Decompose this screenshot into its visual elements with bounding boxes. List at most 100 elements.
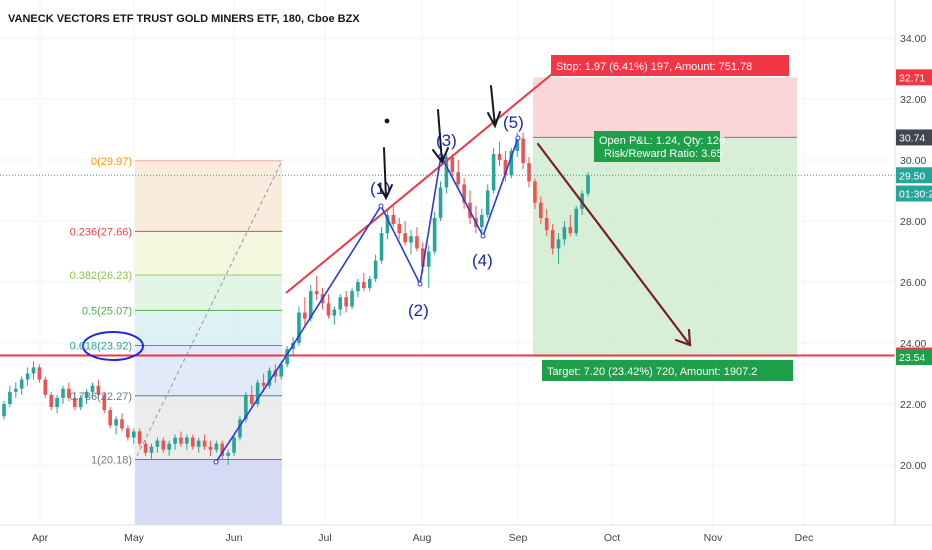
price-box	[896, 167, 932, 184]
candlestick-series	[2, 132, 590, 465]
target-label: Target: 7.20 (23.42%) 720, Amount: 1907.…	[547, 366, 757, 378]
candle-body	[255, 382, 260, 404]
candle-body	[367, 278, 372, 289]
fib-level-label: 0.5(25.07)	[82, 305, 132, 317]
candle-body	[126, 428, 130, 438]
time-tick-label: May	[124, 532, 145, 544]
stop-label: Stop: 1.97 (6.41%) 197, Amount: 751.78	[556, 61, 752, 73]
time-tick-label: Jul	[318, 532, 331, 544]
price-tick-label: 30.00	[900, 155, 926, 167]
pnl-label-bg	[594, 131, 720, 162]
time-tick-label: Aug	[413, 532, 432, 544]
wave-point	[213, 459, 219, 465]
candle-body	[308, 291, 313, 319]
price-tick-label: 34.00	[900, 33, 926, 45]
candle-body	[350, 291, 354, 307]
candle-body	[232, 437, 236, 453]
fib-retracement[interactable]	[135, 160, 282, 525]
candle-body	[149, 446, 154, 453]
wave-point	[378, 203, 384, 209]
candle-body	[161, 440, 166, 450]
wave-label-2: (2)	[408, 301, 429, 320]
candle-body	[332, 309, 337, 316]
fib-level-label: 0.382(26.23)	[70, 270, 132, 282]
wave-point	[480, 233, 486, 239]
fib-level-label: 0.786(22.27)	[70, 391, 132, 403]
candle-body	[456, 172, 461, 185]
price-axis[interactable]: 20.00 22.00 24.00 26.00 28.00 30.00 32.00 34.00…	[894, 0, 932, 525]
candle-body	[167, 443, 171, 450]
candle-body	[72, 397, 77, 408]
candle-body	[539, 202, 543, 218]
candle-body	[214, 443, 219, 450]
pnl-label: Open P&L: 1.24, Qty: 126	[599, 135, 725, 147]
fib-level-label: 0.236(27.66)	[70, 226, 132, 238]
fib-level-label: 0(29.97)	[91, 156, 132, 168]
candle-body	[586, 175, 590, 194]
candle-body	[90, 385, 95, 392]
candle-body	[67, 388, 71, 398]
wave-point	[515, 135, 521, 141]
candle-body	[25, 373, 30, 380]
fib-level-label: 1(20.18)	[91, 455, 132, 467]
time-tick-label: Dec	[795, 532, 814, 544]
dot-mark	[384, 118, 390, 124]
price-tick-label: 24.00	[900, 338, 926, 350]
fib-trend-line[interactable]	[136, 160, 283, 457]
candle-body	[208, 446, 213, 450]
price-box	[896, 69, 932, 86]
time-tick-label: Nov	[704, 532, 723, 544]
candle-body	[438, 187, 443, 218]
stop-zone	[533, 77, 797, 138]
candle-body	[249, 394, 254, 404]
candle-body	[314, 291, 319, 295]
candle-body	[13, 388, 18, 392]
price-box-label: 30.74	[899, 132, 925, 144]
candle-body	[556, 239, 561, 249]
candle-body	[61, 388, 65, 398]
candle-body	[491, 153, 496, 191]
stop-label-bg	[551, 55, 789, 76]
candle-body	[497, 153, 502, 160]
candle-body	[450, 156, 455, 173]
short-position-tool[interactable]	[533, 77, 797, 358]
candle-body	[485, 190, 490, 215]
candle-body	[49, 394, 53, 408]
candle-body	[297, 312, 301, 343]
candle-body	[2, 404, 6, 417]
upper-trendline[interactable]	[285, 73, 553, 294]
candle-body	[421, 248, 425, 267]
candle-body	[131, 431, 136, 438]
handdrawn-arrows	[378, 85, 501, 201]
wave-labels: (1) (2) (3) (4) (5)	[370, 113, 524, 320]
fib-zone-extension	[135, 459, 282, 525]
candle-body	[391, 214, 396, 225]
candle-body	[267, 370, 272, 386]
candle-body	[31, 367, 36, 374]
projection-arrow[interactable]	[536, 142, 692, 347]
candle-body	[179, 437, 183, 444]
candle-body	[562, 227, 567, 240]
candle-body	[8, 391, 12, 404]
candle-body	[373, 260, 378, 279]
time-tick-label: Sep	[509, 532, 528, 544]
time-axis[interactable]: Apr May Jun Jul Aug Sep Oct Nov Dec	[0, 524, 932, 544]
candle-body	[279, 364, 284, 377]
circle-annotation[interactable]	[82, 331, 144, 361]
candle-body	[503, 160, 508, 176]
candle-body	[84, 391, 89, 398]
candle-body	[96, 385, 101, 395]
wave-point	[417, 281, 423, 287]
arrow-wave-1	[378, 147, 393, 201]
candle-body	[356, 282, 360, 292]
arrow-wave-5	[487, 85, 501, 129]
candle-body	[261, 382, 266, 386]
candle-body	[114, 419, 118, 426]
price-tick-label: 28.00	[900, 216, 926, 228]
fib-zone	[135, 274, 282, 311]
arrow-wave-3	[432, 109, 449, 164]
price-box-label: 32.71	[899, 72, 925, 84]
price-box	[896, 185, 932, 202]
candle-body	[415, 236, 419, 249]
